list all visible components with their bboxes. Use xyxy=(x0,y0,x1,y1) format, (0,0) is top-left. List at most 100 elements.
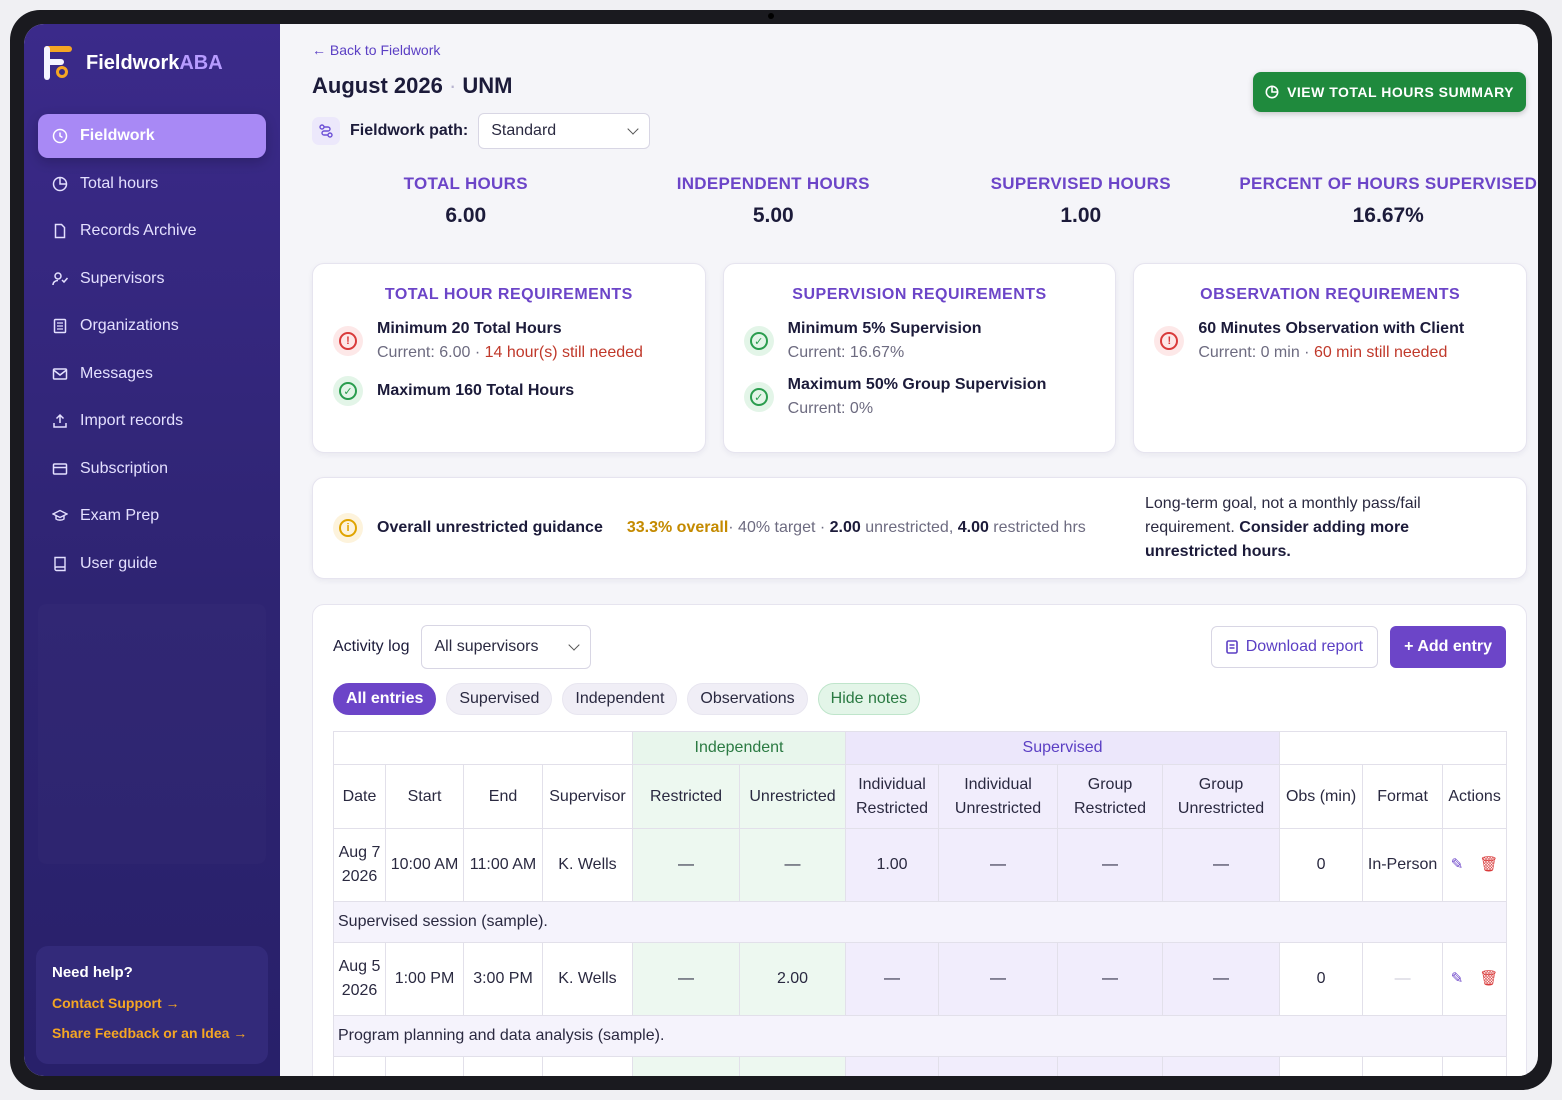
group-supervised: Supervised xyxy=(845,731,1281,765)
table-row: Aug 7 2026 10:00 AM 11:00 AM K. Wells — … xyxy=(333,828,1508,902)
chip-all-entries[interactable]: All entries xyxy=(333,683,437,715)
page-title: August 2026 · UNM xyxy=(312,73,513,98)
activity-log-table: Independent Supervised Date Start End Su… xyxy=(332,731,1508,1076)
chip-supervised[interactable]: Supervised xyxy=(446,683,553,715)
graduation-cap-icon xyxy=(52,509,68,521)
help-title: Need help? xyxy=(52,964,133,981)
sidebar-item-total-hours[interactable]: Total hours xyxy=(38,162,266,206)
sidebar-item-label: Records Archive xyxy=(80,222,197,239)
guidance-note: Long-term goal, not a monthly pass/fail … xyxy=(1145,495,1421,560)
sidebar-item-label: Supervisors xyxy=(80,269,165,287)
group-independent: Independent xyxy=(631,731,847,765)
sidebar-empty-area xyxy=(38,604,266,864)
sidebar-item-messages[interactable]: Messages xyxy=(38,352,266,396)
col-obs-min: Obs (min) xyxy=(1279,764,1364,829)
sidebar-item-user-guide[interactable]: User guide xyxy=(38,542,266,586)
sidebar-item-organizations[interactable]: Organizations xyxy=(38,304,266,348)
requirement-item: ! Minimum 20 Total Hours Current: 6.00 ·… xyxy=(333,320,685,362)
sidebar-item-label: Exam Prep xyxy=(80,507,160,524)
hours-stats: TOTAL HOURS 6.00 INDEPENDENT HOURS 5.00 … xyxy=(312,174,1538,228)
contact-support-link[interactable]: Contact Support → xyxy=(52,995,180,1011)
sidebar-item-import-records[interactable]: Import records xyxy=(38,399,266,443)
fieldwork-path-select[interactable]: Standard xyxy=(478,113,651,149)
supervision-requirements-card: SUPERVISION REQUIREMENTS ✓ Minimum 5% Su… xyxy=(722,263,1117,453)
pie-chart-icon xyxy=(1265,85,1279,99)
requirement-item: ✓ Maximum 160 Total Hours xyxy=(333,376,685,406)
chevron-down-icon xyxy=(627,123,639,135)
unrestricted-guidance-panel: i Overall unrestricted guidance 33.3% ov… xyxy=(312,477,1527,579)
chip-hide-notes[interactable]: Hide notes xyxy=(817,683,921,715)
add-entry-button[interactable]: + Add entry xyxy=(1390,626,1506,668)
col-unrestricted: Unrestricted xyxy=(738,764,847,829)
activity-log-panel: Activity log All supervisors Download re… xyxy=(312,604,1527,1076)
sidebar-item-supervisors[interactable]: Supervisors xyxy=(38,257,266,301)
col-group-unrestricted: Group Unrestricted xyxy=(1162,764,1281,829)
col-restricted: Restricted xyxy=(632,764,740,829)
edit-pencil-icon[interactable]: ✎ xyxy=(1450,856,1464,873)
col-individual-restricted: Individual Restricted xyxy=(845,764,940,829)
stat-independent-hours: INDEPENDENT HOURS 5.00 xyxy=(676,174,870,227)
sidebar-item-fieldwork[interactable]: Fieldwork xyxy=(38,114,266,158)
sidebar-item-label: Messages xyxy=(80,364,153,382)
credit-card-icon xyxy=(52,462,68,475)
brand-name: FieldworkABA xyxy=(86,51,223,74)
alert-circle-icon: ! xyxy=(333,326,363,356)
camera-dot xyxy=(768,13,774,19)
guidance-percent: 33.3% overall xyxy=(626,519,729,536)
clock-icon xyxy=(52,128,68,144)
app-screen: FieldworkABA Fieldwork Total hours Recor… xyxy=(24,24,1538,1076)
chip-observations[interactable]: Observations xyxy=(687,683,808,715)
col-date: Date xyxy=(333,764,386,829)
upload-icon xyxy=(53,413,67,428)
requirement-item: ✓ Minimum 5% Supervision Current: 16.67% xyxy=(743,320,1096,362)
check-circle-icon: ✓ xyxy=(743,326,774,356)
sidebar-item-records-archive[interactable]: Records Archive xyxy=(38,209,266,253)
total-hour-requirements-card: TOTAL HOUR REQUIREMENTS ! Minimum 20 Tot… xyxy=(312,263,706,453)
brand[interactable]: FieldworkABA xyxy=(42,46,223,80)
entry-filter-chips: All entries Supervised Independent Obser… xyxy=(333,683,1506,715)
route-icon xyxy=(312,117,340,145)
col-start: Start xyxy=(385,764,464,829)
device-frame: FieldworkABA Fieldwork Total hours Recor… xyxy=(10,10,1552,1090)
requirement-item: ✓ Maximum 50% Group Supervision Current:… xyxy=(743,376,1096,418)
mail-icon xyxy=(52,367,68,380)
supervisor-filter-select[interactable]: All supervisors xyxy=(421,625,592,669)
guidance-meta: · 40% target · 2.00 unrestricted, 4.00 r… xyxy=(728,519,1086,536)
edit-pencil-icon[interactable]: ✎ xyxy=(1450,970,1464,987)
check-circle-icon: ✓ xyxy=(333,376,363,406)
share-feedback-link[interactable]: Share Feedback or an Idea → xyxy=(52,1025,248,1041)
sidebar-item-label: Subscription xyxy=(80,459,169,477)
stat-percent-supervised: PERCENT OF HOURS SUPERVISED 16.67% xyxy=(1239,174,1538,227)
sidebar-item-exam-prep[interactable]: Exam Prep xyxy=(38,494,266,538)
back-link[interactable]: ← Back to Fieldwork xyxy=(312,42,441,58)
download-report-button[interactable]: Download report xyxy=(1210,626,1379,668)
sidebar-item-label: Total hours xyxy=(80,174,159,192)
sidebar: FieldworkABA Fieldwork Total hours Recor… xyxy=(24,24,280,1076)
activity-log-title: Activity log xyxy=(333,638,410,655)
requirement-cards: TOTAL HOUR REQUIREMENTS ! Minimum 20 Tot… xyxy=(312,263,1528,453)
alert-circle-icon: ! xyxy=(1154,326,1185,356)
book-icon xyxy=(54,556,66,571)
col-end: End xyxy=(463,764,543,829)
sidebar-nav: Fieldwork Total hours Records Archive Su… xyxy=(38,114,266,589)
main-content: ← Back to Fieldwork August 2026 · UNM Fi… xyxy=(280,24,1538,1076)
sidebar-item-label: Fieldwork xyxy=(80,127,155,144)
stat-supervised-hours: SUPERVISED HOURS 1.00 xyxy=(990,174,1171,227)
view-total-hours-summary-button[interactable]: VIEW TOTAL HOURS SUMMARY xyxy=(1253,72,1526,112)
fieldwork-path-label: Fieldwork path: xyxy=(350,122,469,139)
pie-chart-icon xyxy=(52,176,68,191)
file-icon xyxy=(54,223,66,239)
sidebar-item-label: User guide xyxy=(80,554,158,572)
table-row: Aug 5 2026 1:00 PM 3:00 PM K. Wells — 2.… xyxy=(333,942,1508,1016)
delete-trash-icon[interactable]: 🗑 xyxy=(1479,856,1499,873)
chip-independent[interactable]: Independent xyxy=(562,683,678,715)
sidebar-item-label: Organizations xyxy=(80,317,179,334)
table-row-note: Program planning and data analysis (samp… xyxy=(332,1015,1508,1057)
chevron-down-icon xyxy=(568,639,581,651)
fieldwork-path-value: Standard xyxy=(491,122,557,139)
help-panel: Need help? Contact Support → Share Feedb… xyxy=(36,946,268,1064)
sidebar-item-subscription[interactable]: Subscription xyxy=(38,447,266,491)
delete-trash-icon[interactable]: 🗑 xyxy=(1479,970,1499,987)
guidance-title: Overall unrestricted guidance xyxy=(377,519,603,536)
table-header: Date Start End Supervisor Restricted Unr… xyxy=(333,764,1508,829)
